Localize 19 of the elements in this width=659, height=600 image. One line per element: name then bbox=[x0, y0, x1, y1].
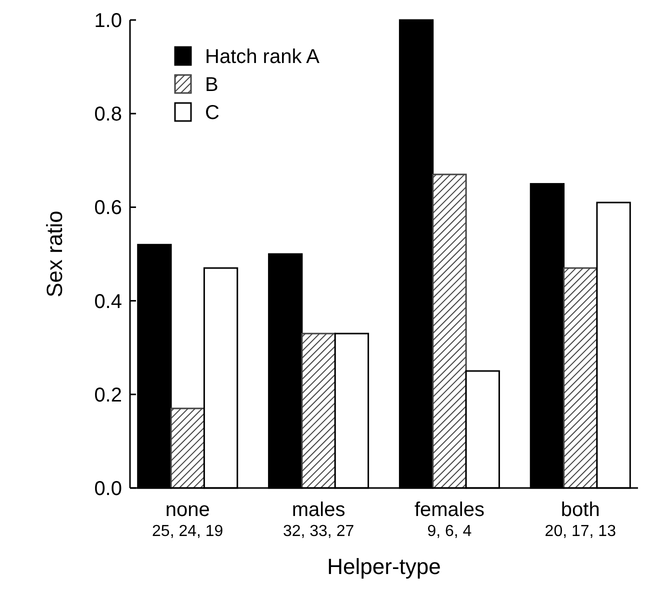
y-tick-label: 0.6 bbox=[94, 197, 122, 220]
bar bbox=[301, 332, 336, 489]
x-tick-label: females 9, 6, 4 bbox=[414, 499, 484, 540]
y-axis-title: Sex ratio bbox=[42, 210, 67, 298]
y-tick-label: 0.2 bbox=[94, 384, 122, 406]
bar bbox=[563, 267, 598, 489]
legend-label: Hatch rank A bbox=[205, 46, 320, 68]
legend-label: B bbox=[205, 74, 218, 96]
x-axis-title: Helper-type bbox=[327, 554, 441, 579]
bar bbox=[170, 408, 205, 489]
y-tick-label: 1.0 bbox=[94, 10, 122, 32]
x-tick-label: both 20, 17, 13 bbox=[544, 499, 616, 540]
bar bbox=[432, 174, 467, 489]
y-tick-label: 0.4 bbox=[94, 290, 122, 313]
y-tick-label: 0.0 bbox=[94, 478, 122, 500]
x-tick-label: none 25, 24, 19 bbox=[152, 499, 224, 540]
x-tick-label: males 32, 33, 27 bbox=[282, 499, 354, 540]
legend-label: C bbox=[205, 102, 220, 124]
y-tick-label: 0.8 bbox=[94, 104, 122, 126]
